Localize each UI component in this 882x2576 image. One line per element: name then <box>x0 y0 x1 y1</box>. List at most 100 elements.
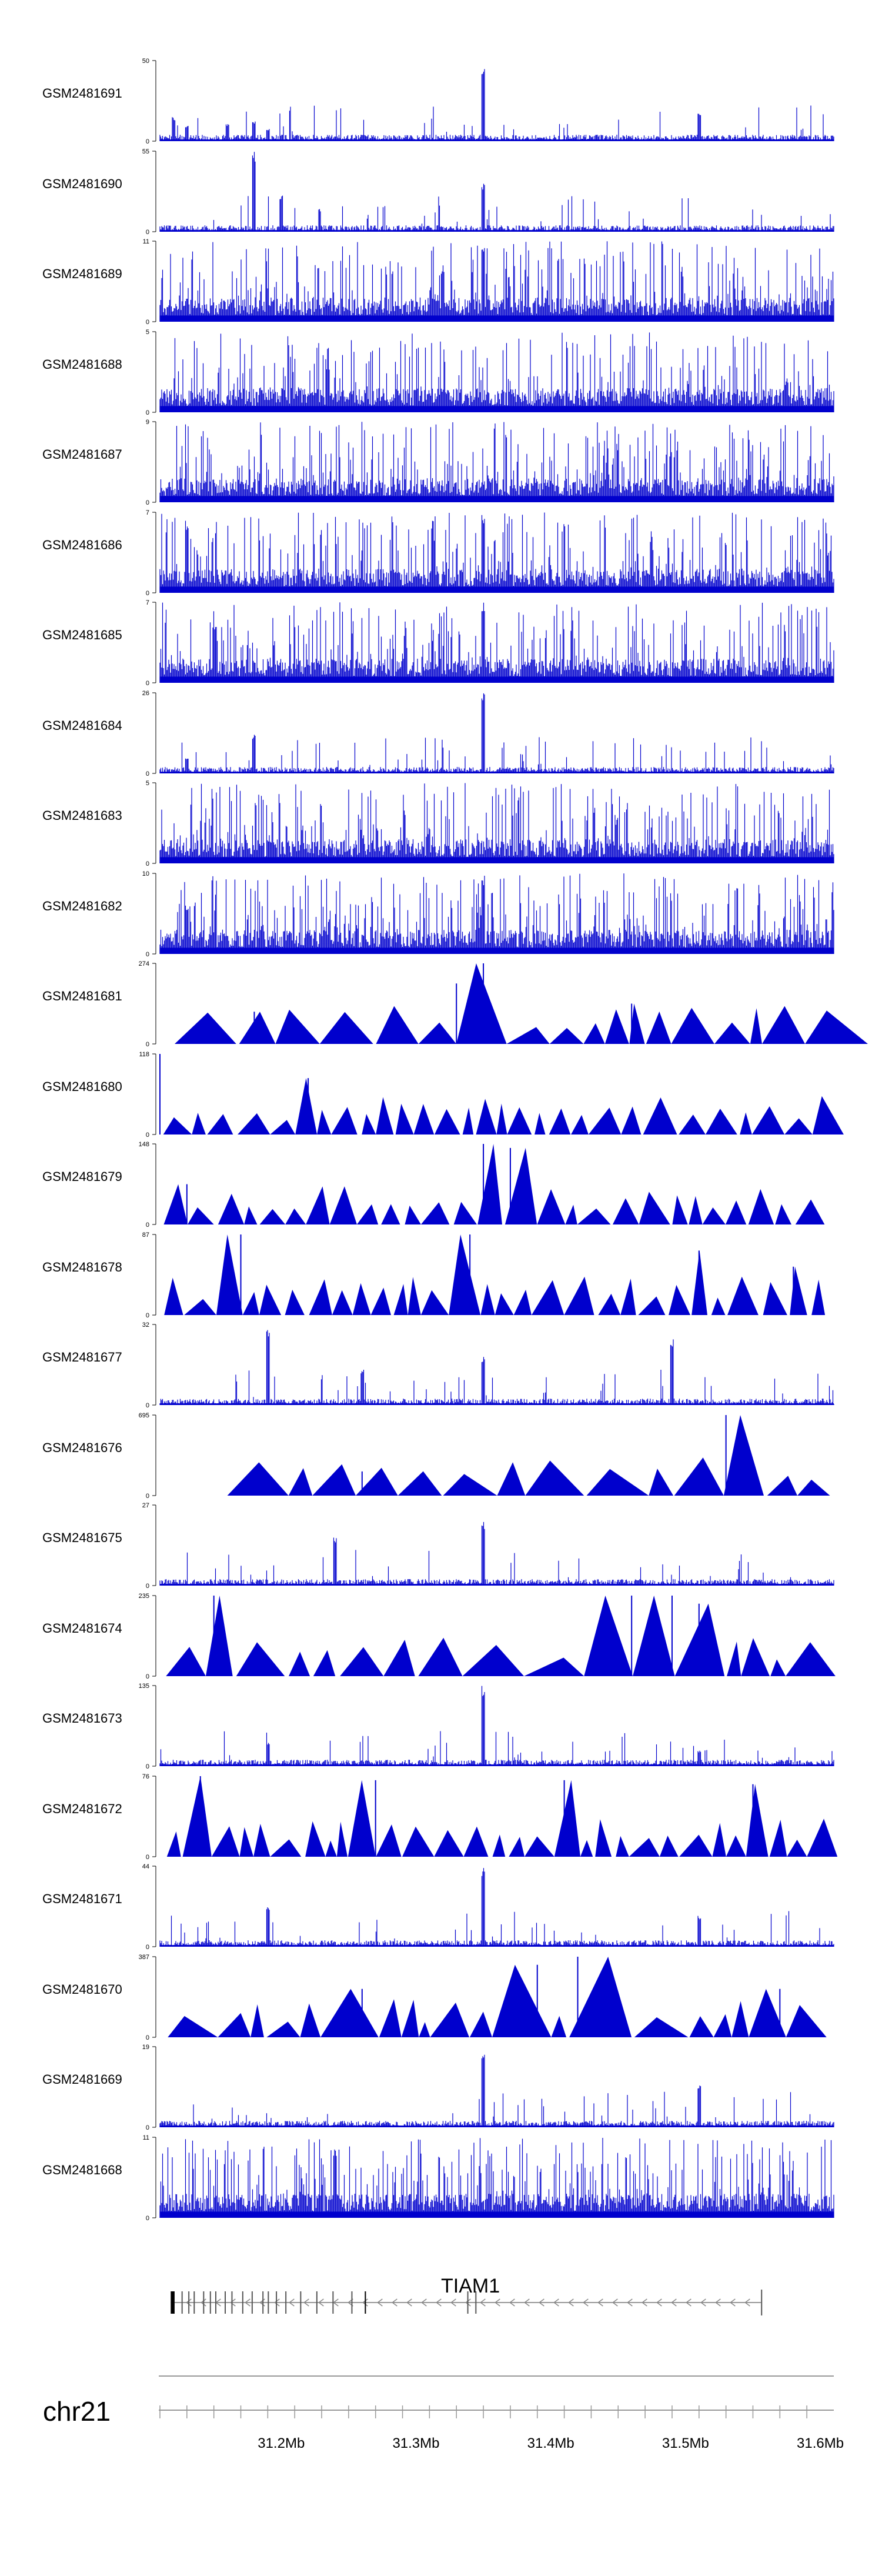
y-max-tick: 274 <box>139 960 149 967</box>
peak-triangle <box>285 1208 306 1224</box>
y-axis: 50 <box>146 780 156 867</box>
peak-triangle <box>638 1296 666 1315</box>
strand-arrow <box>744 2298 750 2307</box>
peak-triangle <box>786 2005 827 2037</box>
peak-triangle <box>319 1012 373 1044</box>
track-plot: 32 0 <box>142 1322 834 1409</box>
x-tick-label: 31.6Mb <box>797 2435 844 2451</box>
peak-triangle <box>420 1290 449 1315</box>
y-max-tick: 76 <box>142 1773 149 1780</box>
track-GSM2481674: GSM2481674 235 0 <box>0 1591 882 1682</box>
signal-bars <box>159 2138 834 2218</box>
peak-triangle <box>616 1836 629 1857</box>
exon <box>251 2291 253 2314</box>
peak-triangle <box>689 2016 714 2037</box>
track-label: GSM2481687 <box>42 447 122 462</box>
peak-triangle <box>524 1836 554 1857</box>
track-GSM2481689: GSM2481689 11 0 <box>0 236 882 328</box>
peak-triangle <box>497 1462 526 1496</box>
peak-triangle <box>786 1642 836 1676</box>
peak-triangle <box>166 1831 181 1857</box>
peak-triangle <box>749 1988 786 2037</box>
y-max-tick: 50 <box>142 58 149 65</box>
track-label: GSM2481675 <box>42 1530 122 1545</box>
peak-triangle <box>480 1284 495 1315</box>
peak-triangle <box>469 2011 492 2037</box>
y-axis: 70 <box>146 509 156 597</box>
peak-triangle <box>598 1293 621 1315</box>
signal-baseline <box>160 2125 834 2127</box>
peak-triangle <box>713 2014 732 2037</box>
y-zero-tick: 0 <box>146 2124 149 2131</box>
strand-arrow <box>465 2298 471 2307</box>
peak-triangle <box>807 1818 838 1857</box>
peak-triangle <box>275 1009 320 1044</box>
peak-triangle <box>532 1280 564 1315</box>
peak-triangle <box>797 1479 830 1496</box>
y-max-tick: 11 <box>143 238 149 245</box>
strand-arrow <box>230 2298 236 2307</box>
exon <box>285 2291 287 2314</box>
strand-arrow <box>730 2298 736 2307</box>
strand-arrow <box>509 2298 515 2307</box>
peak-triangle <box>509 1837 525 1857</box>
peak-triangle <box>767 1476 797 1496</box>
track-GSM2481673: GSM2481673 135 0 <box>0 1681 882 1772</box>
peak-triangle <box>751 1106 785 1134</box>
y-zero-tick: 0 <box>146 1944 149 1951</box>
exon <box>276 2291 278 2314</box>
signal-bars <box>159 2054 834 2127</box>
peak-triangle <box>206 1596 233 1676</box>
track-label: GSM2481673 <box>42 1711 122 1726</box>
peak-triangle <box>418 1637 463 1676</box>
signal-baseline <box>160 1764 834 1766</box>
chromosome-label: chr21 <box>43 2396 111 2427</box>
signal-baseline <box>160 772 834 773</box>
peak-triangle <box>270 1120 296 1134</box>
strand-arrow <box>362 2298 368 2307</box>
y-max-tick: 44 <box>142 1863 149 1870</box>
signal-bars <box>159 873 834 954</box>
y-max-tick: 27 <box>142 1502 149 1509</box>
genome-axis: 31.2Mb 31.3Mb 31.4Mb 31.5Mb 31.6Mb <box>0 2358 882 2535</box>
exon <box>181 2291 183 2314</box>
strand-arrow <box>421 2298 427 2307</box>
peak-triangle <box>513 1289 532 1315</box>
exon <box>209 2291 211 2314</box>
y-axis: 50 0 <box>142 58 156 145</box>
signal-triangles <box>227 1415 830 1496</box>
peak-triangle <box>402 1826 435 1857</box>
y-axis: 70 <box>146 599 156 687</box>
peak-triangle <box>166 1647 206 1676</box>
track-label: GSM2481672 <box>42 1801 122 1816</box>
track-GSM2481678: GSM2481678 87 0 <box>0 1230 882 1321</box>
y-axis: 235 0 <box>139 1593 156 1680</box>
y-axis: 11 0 <box>143 2134 156 2222</box>
y-zero-tick: 0 <box>146 409 149 416</box>
peak-triangle <box>456 963 507 1044</box>
track-plot: 11 0 <box>143 2134 834 2222</box>
y-max-tick: 5 <box>146 780 149 787</box>
strand-arrow <box>524 2298 530 2307</box>
y-axis: 118 0 <box>139 1051 156 1139</box>
peak-triangle <box>218 1193 245 1224</box>
x-tick-label: 31.5Mb <box>662 2435 709 2451</box>
peak-triangle <box>449 1234 481 1315</box>
peak-triangle <box>242 1292 259 1315</box>
peak-triangle <box>674 1457 724 1496</box>
strand-arrow <box>318 2298 324 2307</box>
peak-triangle <box>672 1195 688 1224</box>
exon <box>351 2291 353 2314</box>
strand-arrow <box>686 2298 691 2307</box>
y-axis: 148 0 <box>139 1141 156 1229</box>
signal-baseline <box>160 315 834 322</box>
peak-triangle <box>476 1099 497 1134</box>
y-max-tick: 26 <box>142 690 149 697</box>
y-axis: 44 0 <box>142 1863 156 1951</box>
peak-triangle <box>266 2021 300 2037</box>
x-tick-label: 31.2Mb <box>258 2435 305 2451</box>
track-GSM2481686: GSM2481686 7 0 <box>0 508 882 599</box>
peak-triangle <box>564 1276 594 1315</box>
y-max-tick: 118 <box>139 1051 149 1058</box>
y-max-tick: 10 <box>142 870 149 877</box>
